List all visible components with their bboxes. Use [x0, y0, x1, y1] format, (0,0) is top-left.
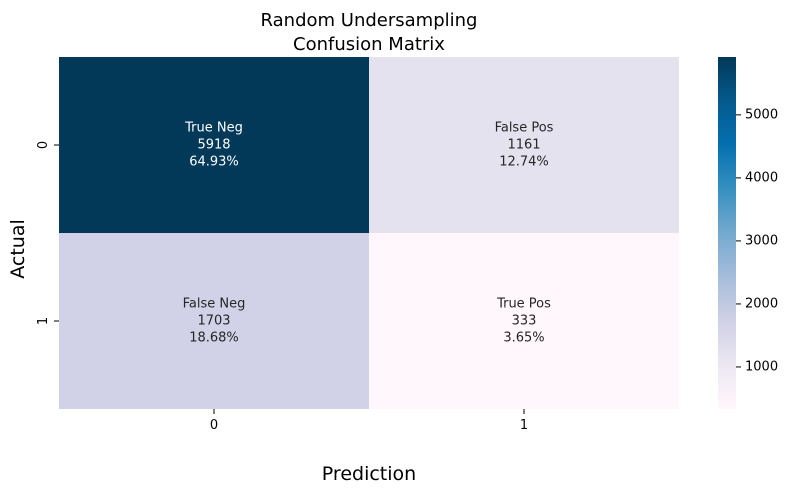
colorbar-tick-label-0: 1000	[745, 359, 778, 374]
x-tick-label-0: 0	[210, 418, 218, 433]
cell-percent-1-1: 3.65%	[503, 331, 544, 346]
x-axis-label: Prediction	[322, 463, 416, 485]
colorbar-tick-label-3: 4000	[745, 170, 778, 185]
cell-percent-0-1: 12.74%	[499, 155, 549, 170]
cell-count-0-1: 1161	[507, 138, 540, 153]
colorbar-tick-label-2: 3000	[745, 233, 778, 248]
cell-label-1-1: True Pos	[496, 297, 551, 312]
colorbar-tick-label-4: 5000	[745, 107, 778, 122]
y-axis-ticks: 01	[36, 141, 59, 325]
chart-title-line-1: Random Undersampling	[261, 10, 478, 31]
colorbar-ticks: 1000 2000 3000 4000 5000	[736, 107, 778, 374]
y-tick-label-1: 1	[36, 317, 51, 325]
cell-percent-1-0: 18.68%	[189, 331, 239, 346]
cell-label-0-0: True Neg	[184, 121, 243, 136]
colorbar-gradient	[718, 57, 736, 409]
cell-count-1-0: 1703	[197, 314, 230, 329]
colorbar-tick-label-1: 2000	[745, 296, 778, 311]
chart-title-line-2: Confusion Matrix	[293, 34, 445, 55]
heatmap-cell-0-1	[369, 57, 679, 233]
y-tick-label-0: 0	[36, 141, 51, 149]
cell-percent-0-0: 64.93%	[189, 155, 239, 170]
cell-label-0-1: False Pos	[495, 121, 554, 136]
y-axis-label: Actual	[7, 219, 29, 279]
cell-label-1-0: False Neg	[183, 297, 246, 312]
colorbar: 1000 2000 3000 4000 5000	[718, 57, 778, 409]
heatmap-cells: True Neg 5918 64.93% False Pos 1161 12.74% Fal…	[59, 57, 679, 409]
cell-count-1-1: 333	[512, 314, 537, 329]
heatmap-cell-1-0	[59, 233, 369, 409]
x-tick-label-1: 1	[520, 418, 528, 433]
heatmap-cell-0-0	[59, 57, 369, 233]
heatmap-cell-1-1	[369, 233, 679, 409]
cell-count-0-0: 5918	[197, 138, 230, 153]
